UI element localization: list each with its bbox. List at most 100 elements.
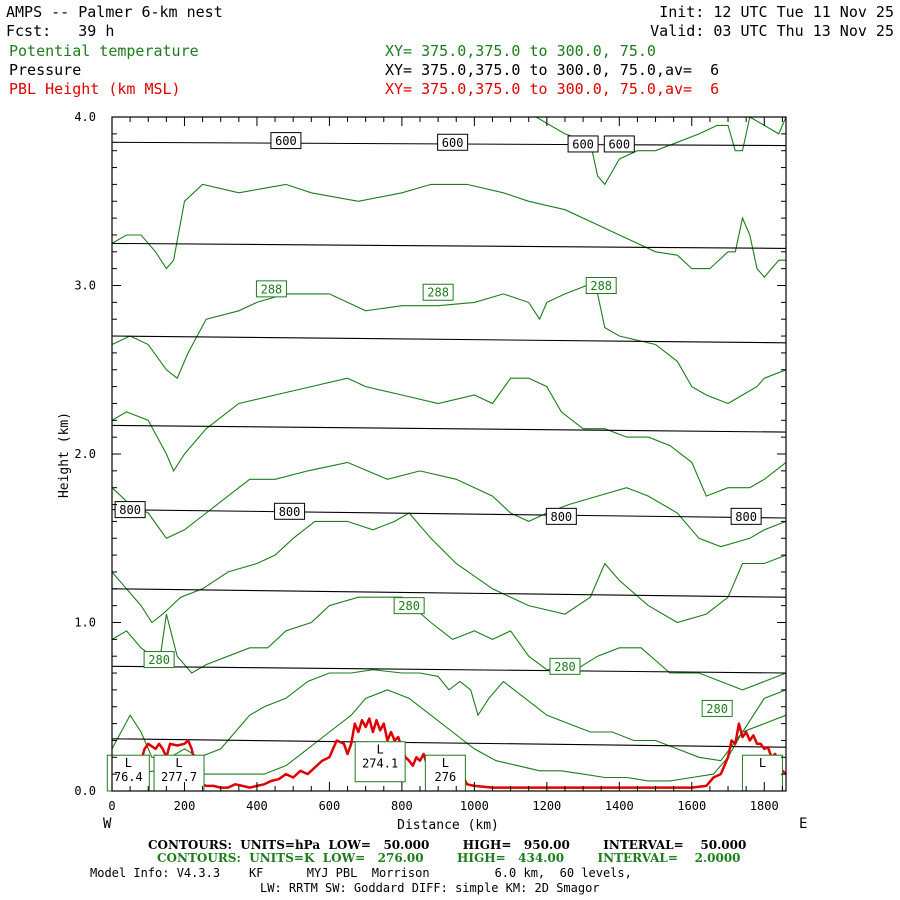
forecast-hour: Fcst: 39 h: [6, 22, 115, 40]
pressure-label-0: 600: [270, 132, 302, 150]
model-info: Model Info: V4.3.3 KF MYJ PBL Morrison 6…: [90, 866, 632, 880]
theta-label-0-box: [255, 280, 287, 298]
theta-label-4: 280: [143, 651, 175, 669]
pressure-label-2: 600: [567, 135, 599, 153]
y-tick-label: 1.0: [74, 616, 96, 630]
field2-xy: XY= 375.0,375.0 to 300.0, 75.0,av= 6: [385, 61, 720, 79]
field1-name: Potential temperature: [9, 42, 199, 60]
pbl-low-marker-0: L76.4: [106, 754, 150, 792]
pbl-low-letter-4: L: [759, 756, 766, 770]
pressure-label-2-text: 600: [572, 137, 594, 151]
theta-label-3-text: 280: [398, 599, 420, 613]
pbl-low-box-2: [354, 741, 406, 783]
theta-label-6-text: 280: [706, 702, 728, 716]
west-end-label: W: [103, 816, 112, 832]
pressure-label-2-box: [567, 135, 599, 153]
x-tick-label: 600: [319, 799, 341, 813]
pressure-label-3-text: 600: [608, 137, 630, 151]
pressure-label-3: 600: [603, 135, 635, 153]
x-tick-label: 1600: [677, 799, 706, 813]
theta-label-6: 280: [701, 699, 733, 717]
model-title: AMPS -- Palmer 6-km nest: [6, 3, 223, 21]
model-physics: LW: RRTM SW: Goddard DIFF: simple KM: 2D…: [260, 881, 600, 895]
y-tick-label: 0.0: [74, 784, 96, 798]
pressure-label-7-text: 800: [735, 510, 757, 524]
pressure-label-0-text: 600: [275, 134, 297, 148]
x-tick-label: 0: [108, 799, 115, 813]
pressure-label-4-box: [114, 501, 146, 519]
field3-name: PBL Height (km MSL): [9, 80, 181, 98]
pressure-label-4: 800: [114, 501, 146, 519]
pressure-label-5-box: [274, 502, 306, 520]
pressure-label-6-box: [545, 507, 577, 525]
valid-time: Valid: 03 UTC Thu 13 Nov 25: [650, 22, 894, 40]
pbl-low-value-2: 274.1: [362, 757, 398, 771]
pbl-low-box-0: [106, 754, 150, 792]
pbl-low-letter-1: L: [175, 756, 182, 770]
pressure-contour-900-hPa: [111, 665, 787, 674]
theta-contour-theta-284: [111, 461, 787, 548]
y-tick-label: 3.0: [74, 279, 96, 293]
field1-xy: XY= 375.0,375.0 to 300.0, 75.0: [385, 42, 656, 60]
pbl-low-letter-2: L: [377, 743, 384, 757]
pressure-contour-info: CONTOURS: UNITS=hPa LOW= 50.000 HIGH= 95…: [148, 838, 747, 852]
x-tick-label: 800: [391, 799, 413, 813]
pbl-low-box-1: [153, 754, 205, 792]
field2-name: Pressure: [9, 61, 82, 79]
theta-contour-theta-286: [111, 377, 787, 497]
y-axis-label: Height (km): [57, 412, 72, 498]
theta-contour-theta-290: [111, 183, 786, 278]
theta-label-4-box: [143, 651, 175, 669]
theta-label-2: 288: [585, 277, 617, 294]
x-tick-label: 200: [174, 799, 196, 813]
x-tick-label: 1000: [460, 799, 489, 813]
east-end-label: E: [799, 816, 807, 832]
pressure-contour-850-hPa: [111, 588, 787, 598]
pressure-contour-800-hPa: [111, 509, 787, 519]
pressure-label-5: 800: [274, 502, 306, 520]
x-tick-label: 1400: [605, 799, 634, 813]
theta-label-2-text: 288: [590, 279, 612, 293]
pbl-low-value-1: 277.7: [161, 770, 197, 784]
y-tick-label: 4.0: [74, 110, 96, 124]
theta-label-6-box: [701, 699, 733, 717]
pressure-contour-700-hPa: [111, 335, 787, 344]
pressure-contour-950-hPa: [111, 738, 787, 748]
theta-label-2-box: [585, 277, 617, 294]
theta-label-1: 288: [422, 283, 454, 301]
pressure-label-4-text: 800: [119, 503, 141, 517]
pressure-label-5-text: 800: [279, 505, 301, 519]
pressure-label-0-box: [270, 132, 302, 150]
pbl-low-box-4: [741, 754, 783, 792]
theta-contour-theta-278: [111, 669, 787, 762]
pressure-label-6: 800: [545, 507, 577, 525]
theta-contour-theta-282: [111, 512, 787, 624]
theta-contour-theta-280: [111, 596, 787, 691]
pressure-contour-650-hPa: [111, 242, 787, 249]
theta-label-0-text: 288: [261, 282, 283, 296]
pbl-low-value-3: 276: [435, 770, 457, 784]
theta-label-5: 280: [549, 657, 581, 675]
theta-label-1-box: [422, 283, 454, 301]
theta-label-4-text: 280: [148, 653, 170, 667]
x-tick-label: 1800: [750, 799, 779, 813]
theta-label-0: 288: [255, 280, 287, 298]
pressure-contour-750-hPa: [111, 424, 787, 433]
pressure-label-7-box: [730, 507, 762, 525]
theta-label-1-text: 288: [427, 286, 449, 300]
field3-xy: XY= 375.0,375.0 to 300.0, 75.0,av= 6: [385, 80, 720, 98]
x-tick-label: 1200: [532, 799, 561, 813]
pressure-label-1-box: [437, 133, 469, 151]
pressure-label-3-box: [603, 135, 635, 153]
theta-contour-theta-top: [535, 116, 787, 186]
theta-contour-info: CONTOURS: UNITS=K LOW= 276.00 HIGH= 434.…: [157, 851, 741, 865]
pbl-low-letter-0: L: [125, 756, 132, 770]
theta-contour-theta-288: [111, 284, 787, 405]
x-tick-label: 400: [246, 799, 268, 813]
pbl-low-marker-4: L: [741, 754, 783, 792]
theta-contour-theta-276: [112, 689, 787, 782]
pressure-label-7: 800: [730, 507, 762, 525]
